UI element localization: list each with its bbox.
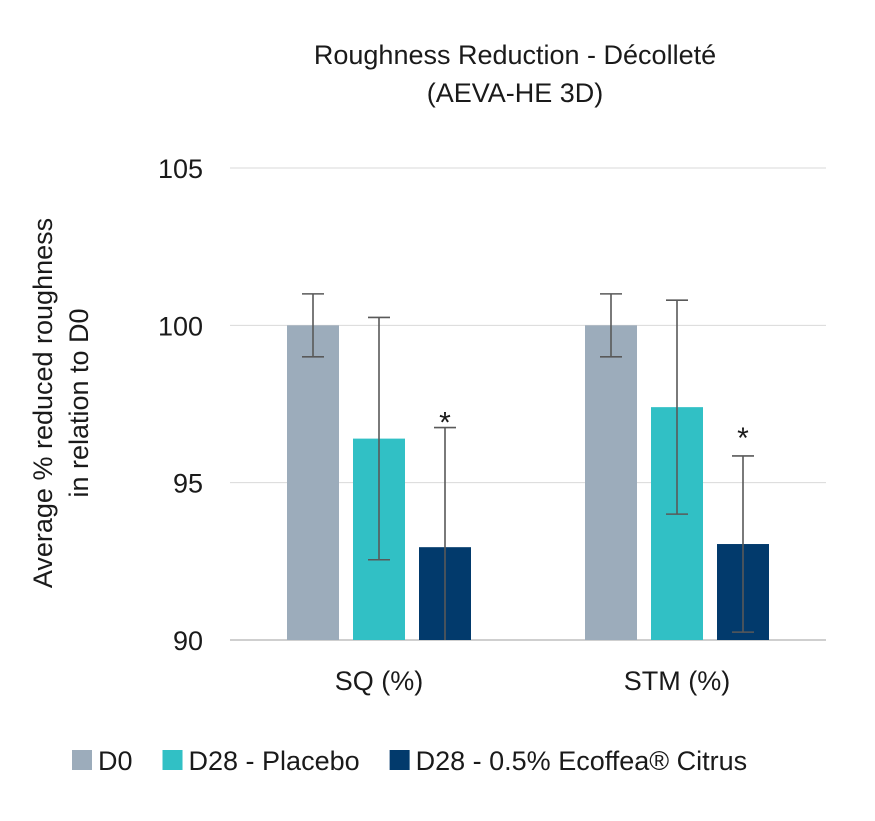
legend-swatch [72, 750, 92, 770]
chart-title-line2: (AEVA-HE 3D) [427, 78, 604, 108]
y-axis-label: Average % reduced roughness in relation … [28, 218, 94, 588]
legend-swatch [389, 750, 410, 770]
significance-marker: * [737, 422, 749, 455]
y-tick-labels: 90 95 100 105 [158, 154, 203, 656]
y-axis-label-line2: in relation to D0 [64, 308, 94, 497]
legend: D0 D28 - Placebo D28 - 0.5% Ecoffea® Citru… [72, 746, 747, 776]
y-tick-label: 105 [158, 154, 203, 184]
x-tick-label: SQ (%) [335, 666, 424, 696]
chart-title-line1: Roughness Reduction - Décolleté [314, 40, 716, 70]
y-axis-label-line1: Average % reduced roughness [28, 218, 58, 588]
y-tick-label: 100 [158, 311, 203, 341]
bar [287, 325, 339, 640]
error-bars [302, 293, 754, 640]
significance-marker: * [439, 406, 451, 439]
legend-label: D28 - 0.5% Ecoffea® Citrus [416, 746, 748, 776]
x-tick-labels: SQ (%) STM (%) [335, 666, 731, 696]
legend-label: D28 - Placebo [189, 746, 360, 776]
legend-label: D0 [98, 746, 133, 776]
y-tick-label: 90 [173, 626, 203, 656]
x-tick-label: STM (%) [624, 666, 730, 696]
bar [585, 325, 637, 640]
legend-swatch [162, 750, 183, 770]
y-tick-label: 95 [173, 469, 203, 499]
annotations: * * [439, 406, 749, 455]
